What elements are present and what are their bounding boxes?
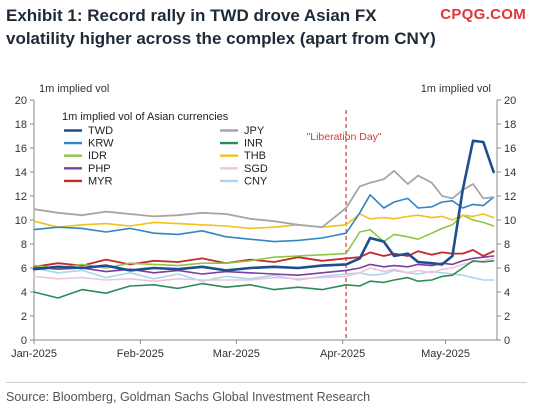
legend-label-jpy: JPY <box>244 125 265 137</box>
watermark-logo: CPQG.COM <box>440 6 526 23</box>
y-tick-label-right: 6 <box>504 263 510 275</box>
y-tick-label-right: 2 <box>504 311 510 323</box>
x-tick-label: Jan-2025 <box>11 348 57 360</box>
y-tick-label-left: 10 <box>15 215 27 227</box>
y-tick-label-right: 10 <box>504 215 516 227</box>
y-tick-label-right: 12 <box>504 191 516 203</box>
legend-label-cny: CNY <box>244 175 268 187</box>
y-tick-label-right: 8 <box>504 239 510 251</box>
y-axis-label-left: 1m implied vol <box>39 83 109 95</box>
legend-label-twd: TWD <box>88 125 113 137</box>
y-tick-label-left: 2 <box>21 311 27 323</box>
series-line-idr <box>33 214 495 269</box>
y-tick-label-left: 18 <box>15 119 27 131</box>
legend-label-inr: INR <box>244 138 263 150</box>
series-layer <box>32 139 495 299</box>
y-tick-label-right: 18 <box>504 119 516 131</box>
y-tick-label-right: 16 <box>504 143 516 155</box>
y-tick-label-right: 20 <box>504 95 516 107</box>
legend: 1m implied vol of Asian currencies TWD JPY… <box>62 111 268 187</box>
legend-label-sgd: SGD <box>244 163 268 175</box>
series-line-jpy <box>33 169 495 229</box>
series-line-twd <box>32 139 495 272</box>
y-tick-label-left: 20 <box>15 95 27 107</box>
y-tick-label-left: 4 <box>21 287 27 299</box>
footer-divider <box>6 382 527 383</box>
y-axis-label-right: 1m implied vol <box>421 83 491 95</box>
x-tick-label: Feb-2025 <box>117 348 164 360</box>
series-line-inr <box>33 259 495 299</box>
series-line-cny <box>33 267 495 283</box>
y-tick-label-right: 4 <box>504 287 510 299</box>
y-tick-label-left: 12 <box>15 191 27 203</box>
series-line-sgd <box>33 257 495 283</box>
liberation-day-label: "Liberation Day" <box>307 131 382 143</box>
x-tick-label: Mar-2025 <box>213 348 260 360</box>
legend-label-krw: KRW <box>88 138 114 150</box>
series-line-thb <box>33 213 495 230</box>
y-tick-label-left: 0 <box>21 335 27 347</box>
axes-layer: 0 0 2 2 4 4 6 6 8 8 10 10 12 12 14 14 16 16 18 18 20 20 1m imp… <box>11 83 516 360</box>
series-line-krw <box>33 194 495 243</box>
y-tick-label-left: 6 <box>21 263 27 275</box>
legend-label-myr: MYR <box>88 175 113 187</box>
legend-label-php: PHP <box>88 163 111 175</box>
x-tick-label: Apr-2025 <box>320 348 365 360</box>
x-tick-label: May-2025 <box>421 348 470 360</box>
y-tick-label-right: 0 <box>504 335 510 347</box>
y-tick-label-right: 14 <box>504 167 516 179</box>
legend-label-idr: IDR <box>88 150 107 162</box>
y-tick-label-left: 14 <box>15 167 27 179</box>
y-tick-label-left: 16 <box>15 143 27 155</box>
y-tick-label-left: 8 <box>21 239 27 251</box>
legend-title: 1m implied vol of Asian currencies <box>62 111 229 123</box>
legend-label-thb: THB <box>244 150 266 162</box>
chart-title: Exhibit 1: Record rally in TWD drove Asi… <box>6 6 436 48</box>
source-note: Source: Bloomberg, Goldman Sachs Global … <box>6 390 371 404</box>
